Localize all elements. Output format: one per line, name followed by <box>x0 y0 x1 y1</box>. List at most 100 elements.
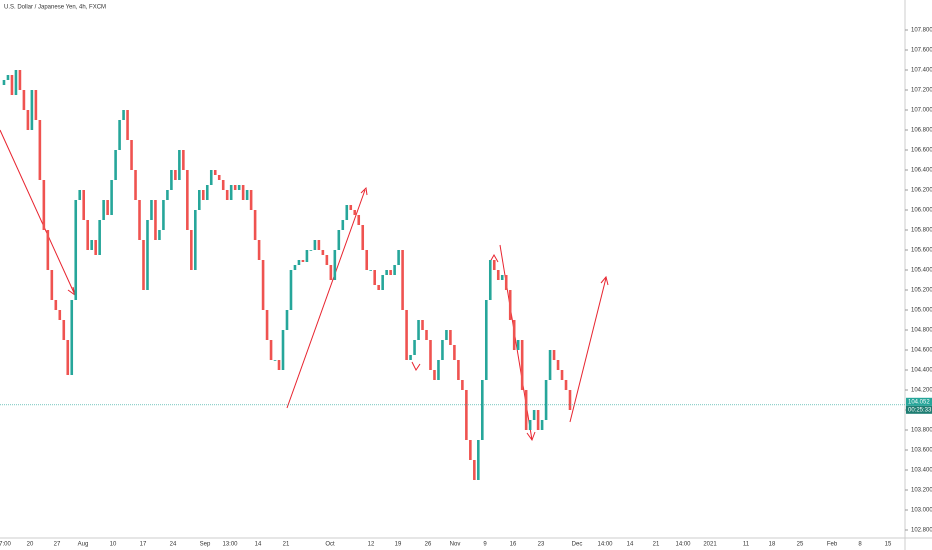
candle-body <box>38 120 42 180</box>
candle-body <box>540 420 544 430</box>
candle-body <box>564 380 568 390</box>
candle-body <box>14 70 18 95</box>
x-tick-label: 14:00 <box>675 542 691 548</box>
arrow-head <box>600 275 609 286</box>
candle-body <box>30 90 34 130</box>
candle-body <box>425 330 428 340</box>
candle-body <box>190 230 193 270</box>
candle-body <box>154 200 157 240</box>
candle-body <box>253 210 257 240</box>
candle-body <box>329 265 333 280</box>
candle-body <box>520 340 524 390</box>
y-tick-label: 107.600 <box>911 48 932 54</box>
y-tick-label: 105.200 <box>911 288 932 294</box>
candle-body <box>122 110 125 120</box>
x-tick-label: 12 <box>368 542 375 548</box>
x-tick-label: 14:00 <box>597 542 613 548</box>
candle-body <box>369 270 372 271</box>
candle-body <box>504 275 508 290</box>
candle-body <box>237 185 241 190</box>
y-tick-label: 104.400 <box>911 368 932 374</box>
candle-body <box>130 140 133 170</box>
candle-body <box>22 90 26 110</box>
candle-body <box>78 190 82 200</box>
x-tick-label: 18 <box>769 542 776 548</box>
candle-body <box>433 370 436 380</box>
candle-body <box>481 380 484 440</box>
x-tick-label: 26 <box>425 542 432 548</box>
candle-body <box>528 420 532 430</box>
x-tick-label: 9 <box>483 542 487 548</box>
candle-body <box>477 440 480 480</box>
candle-body <box>42 180 46 230</box>
last-price-label: 104.052 <box>908 399 930 405</box>
candle-body <box>385 270 388 275</box>
candle-body <box>174 170 177 180</box>
x-tick-label: 7:00 <box>0 542 11 548</box>
candle-body <box>313 240 317 250</box>
y-tick-label: 104.200 <box>911 388 932 394</box>
x-tick-label: 21 <box>653 542 660 548</box>
candle-body <box>309 250 313 251</box>
candle-body <box>373 270 376 285</box>
candle-body <box>229 185 233 200</box>
y-tick-label: 103.200 <box>911 488 932 494</box>
candle-body <box>532 410 536 420</box>
candle-body <box>516 340 520 350</box>
candle-body <box>333 250 337 280</box>
y-tick-label: 107.200 <box>911 88 932 94</box>
candle-body <box>421 320 424 330</box>
x-tick-label: 24 <box>170 542 177 548</box>
y-tick-label: 104.600 <box>911 348 932 354</box>
candle-body <box>194 210 197 270</box>
candle-body <box>98 220 101 255</box>
candle-body <box>285 310 289 330</box>
candle-body <box>18 70 22 90</box>
y-tick-label: 105.400 <box>911 268 932 274</box>
candle-body <box>484 300 488 380</box>
candle-body <box>401 250 404 310</box>
candle-body <box>6 75 10 80</box>
candle-body <box>82 190 86 220</box>
candle-body <box>297 260 301 265</box>
candle-body <box>198 190 201 210</box>
y-tick-label: 106.400 <box>911 168 932 174</box>
candle-body <box>50 270 54 300</box>
x-tick-label: Sep <box>200 542 211 548</box>
candle-body <box>321 250 325 255</box>
x-tick-label: 11 <box>743 542 750 548</box>
candle-body <box>345 205 349 220</box>
candle-body <box>496 270 500 280</box>
candle-body <box>162 200 165 230</box>
candle-body <box>281 330 285 370</box>
candle-body <box>365 250 369 270</box>
candle-body <box>273 360 277 361</box>
candle-body <box>225 190 229 200</box>
candle-body <box>405 310 408 360</box>
candle-body <box>269 340 273 360</box>
y-tick-label: 106.200 <box>911 188 932 194</box>
candle-body <box>10 75 14 95</box>
candle-body <box>86 220 89 250</box>
candle-body <box>277 360 281 370</box>
x-tick-label: 17 <box>140 542 147 548</box>
x-tick-label: 23 <box>538 542 545 548</box>
candle-body <box>62 320 66 340</box>
candle-body <box>170 170 173 190</box>
countdown-label: 00:25:33 <box>908 407 932 413</box>
candle-body <box>393 265 396 275</box>
candle-body <box>54 300 58 310</box>
countdown-box <box>906 405 932 414</box>
candle-body <box>488 260 492 300</box>
y-tick-label: 105.000 <box>911 308 932 314</box>
last-price-box <box>906 397 932 406</box>
candle-body <box>205 185 209 200</box>
candle-body <box>524 390 528 430</box>
candle-body <box>2 80 6 85</box>
candle-body <box>500 275 504 280</box>
candle-body <box>249 190 253 210</box>
candle-body <box>357 215 361 225</box>
candle-body <box>361 225 365 250</box>
candle-body <box>66 340 70 375</box>
